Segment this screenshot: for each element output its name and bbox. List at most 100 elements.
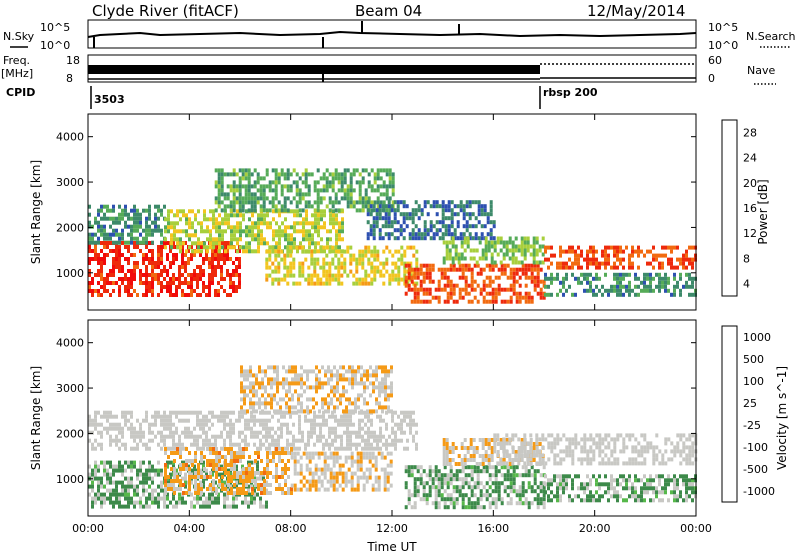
heatmap-cell (253, 418, 256, 423)
heatmap-cell (559, 261, 562, 266)
heatmap-cell (315, 389, 318, 394)
heatmap-cell (613, 288, 616, 293)
heatmap-cell (333, 385, 336, 390)
heatmap-cell (221, 233, 224, 238)
heatmap-cell (299, 241, 302, 246)
heatmap-cell (376, 200, 380, 205)
heatmap-cell (100, 430, 103, 435)
heatmap-cell (358, 410, 361, 415)
heatmap-cell (240, 405, 243, 410)
heatmap-cell (331, 426, 334, 431)
heatmap-cell (376, 176, 380, 181)
heatmap-cell (133, 446, 136, 451)
heatmap-cell (97, 468, 100, 473)
heatmap-cell (278, 475, 281, 479)
heatmap-cell (437, 477, 441, 482)
heatmap-cell (263, 471, 266, 475)
heatmap-cell (305, 229, 308, 234)
heatmap-cell (349, 196, 353, 201)
heatmap-cell (142, 418, 145, 423)
heatmap-cell (164, 245, 167, 250)
heatmap-cell (280, 434, 283, 439)
heatmap-cell (274, 188, 278, 193)
heatmap-cell (565, 265, 568, 270)
heatmap-cell (217, 496, 220, 501)
heatmap-cell (384, 212, 388, 217)
heatmap-cell (344, 459, 348, 464)
heatmap-cell (533, 287, 537, 292)
heatmap-cell (385, 257, 389, 262)
heatmap-cell (226, 410, 229, 415)
heatmap-cell (103, 261, 106, 265)
heatmap-cell (422, 489, 426, 494)
heatmap-cell (227, 463, 230, 467)
heatmap-cell (322, 257, 326, 262)
heatmap-cell (364, 430, 367, 435)
heatmap-cell (494, 287, 498, 292)
heatmap-cell (263, 241, 266, 246)
heatmap-cell (346, 426, 349, 431)
heatmap-cell (451, 256, 455, 261)
heatmap-cell (359, 467, 363, 472)
heatmap-cell (212, 479, 215, 483)
heatmap-cell (344, 479, 348, 484)
heatmap-cell (341, 479, 345, 484)
heatmap-cell (257, 487, 260, 491)
heatmap-cell (142, 492, 145, 497)
heatmap-cell (188, 221, 191, 226)
heatmap-cell (235, 480, 238, 485)
heatmap-cell (607, 288, 610, 293)
heatmap-cell (407, 283, 411, 288)
heatmap-cell (94, 245, 97, 249)
heatmap-cell (347, 479, 351, 484)
heatmap-cell (106, 273, 109, 277)
heatmap-cell (259, 496, 262, 501)
heatmap-cell (254, 451, 257, 455)
heatmap-cell (364, 281, 368, 286)
heatmap-cell (434, 501, 438, 506)
heatmap-cell (91, 277, 94, 281)
heatmap-cell (456, 236, 460, 241)
heatmap-cell (437, 469, 441, 474)
heatmap-cell (318, 377, 321, 382)
heatmap-cell (88, 220, 91, 225)
heatmap-cell (229, 438, 232, 443)
heatmap-cell (229, 442, 232, 447)
heatmap-cell (145, 480, 148, 485)
heatmap-cell (160, 438, 163, 443)
heatmap-cell (518, 283, 522, 288)
heatmap-cell (181, 410, 184, 415)
heatmap-cell (232, 500, 235, 505)
heatmap-cell (223, 414, 226, 419)
heatmap-cell (571, 245, 574, 250)
heatmap-cell (509, 501, 513, 506)
heatmap-cell (202, 422, 205, 427)
heatmap-cell (415, 265, 419, 270)
heatmap-cell (601, 261, 604, 266)
heatmap-cell (255, 373, 258, 378)
heatmap-cell (381, 409, 384, 414)
heatmap-cell (200, 225, 203, 230)
heatmap-cell (314, 479, 318, 484)
heatmap-cell (175, 430, 178, 435)
heatmap-cell (269, 451, 272, 455)
heatmap-cell (121, 277, 124, 281)
heatmap-cell (346, 204, 350, 209)
y-tick-label: 2000 (56, 221, 84, 234)
heatmap-cell (445, 462, 449, 466)
heatmap-cell (224, 229, 227, 234)
heatmap-cell (127, 216, 130, 221)
heatmap-cell (302, 237, 305, 242)
heatmap-cell (679, 288, 682, 293)
heatmap-cell (310, 249, 314, 254)
heatmap-cell (293, 483, 297, 488)
heatmap-cell (223, 426, 226, 431)
heatmap-cell (322, 418, 325, 423)
heatmap-cell (253, 430, 256, 435)
heatmap-cell (379, 426, 382, 431)
heatmap-cell (202, 418, 205, 423)
heatmap-cell (489, 204, 493, 209)
heatmap-cell (484, 442, 488, 446)
heatmap-cell (301, 192, 305, 197)
heatmap-cell (616, 276, 619, 281)
